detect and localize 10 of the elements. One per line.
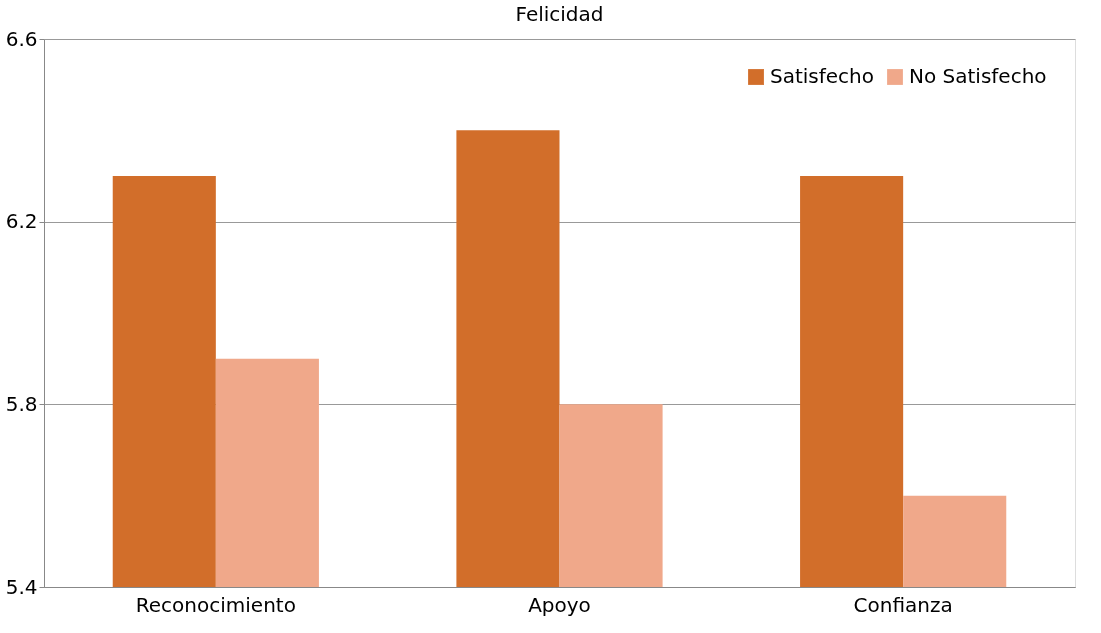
y-tick-label: 5.4 [5,574,38,599]
chart-title: Felicidad [515,2,604,26]
x-tick-label: Reconocimiento [135,592,296,617]
y-tick-label: 6.6 [5,26,38,51]
y-tick-label: 5.8 [5,391,38,416]
legend-label: Satisfecho [770,64,875,88]
x-tick-label: Apoyo [528,592,591,617]
x-tick-label: Confianza [853,592,953,617]
legend-label: No Satisfecho [909,64,1047,88]
y-tick-label: 6.2 [5,209,38,234]
